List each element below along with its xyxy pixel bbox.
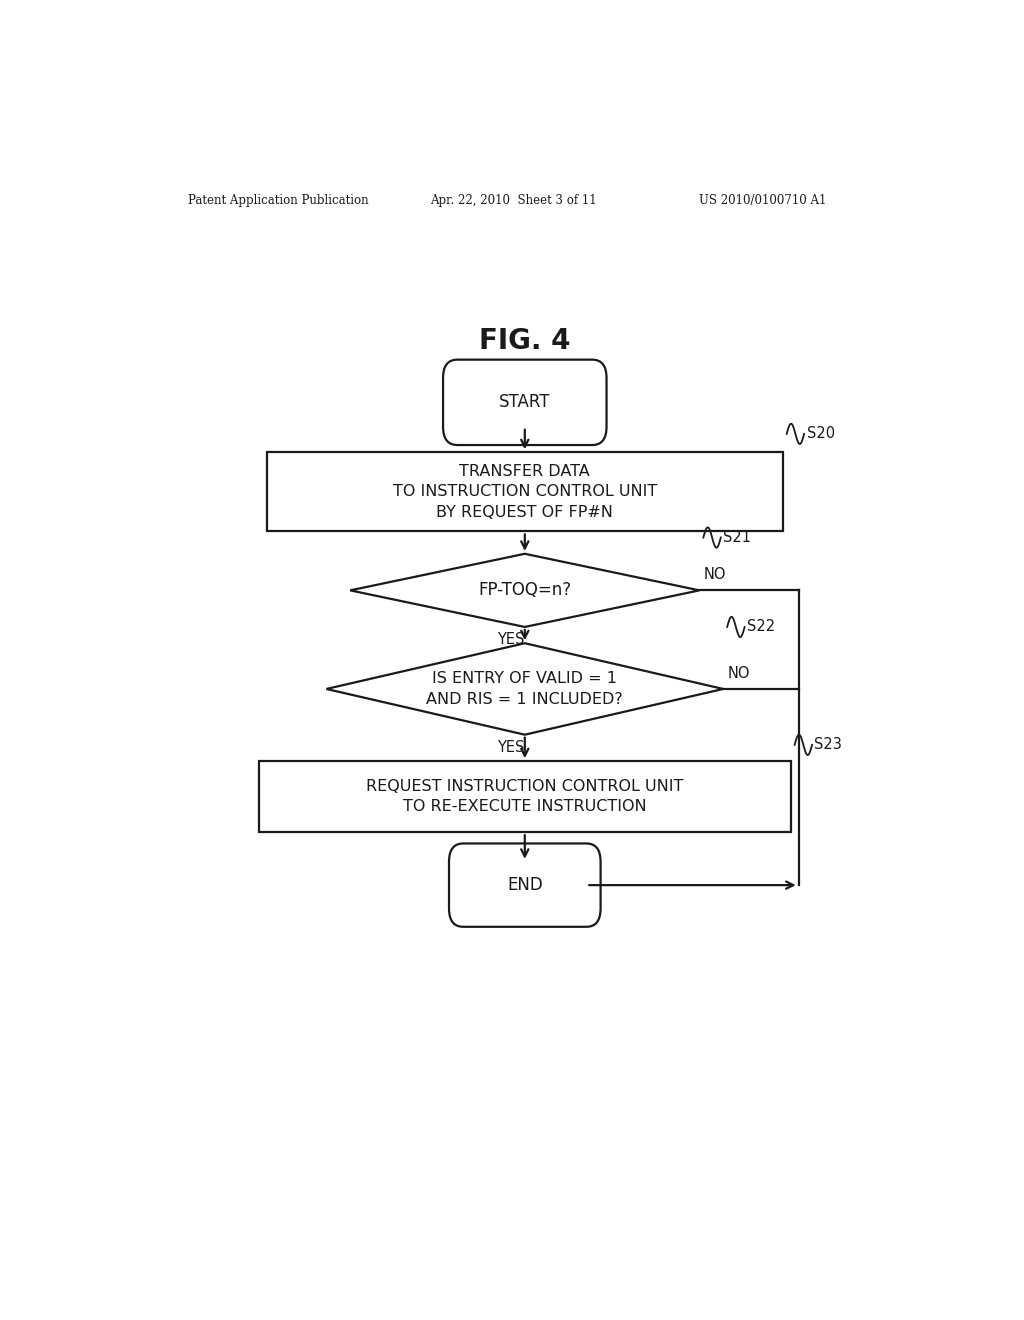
FancyBboxPatch shape bbox=[443, 359, 606, 445]
Text: FIG. 4: FIG. 4 bbox=[479, 327, 570, 355]
Polygon shape bbox=[327, 643, 723, 735]
Text: NO: NO bbox=[703, 568, 726, 582]
Bar bbox=[267, 453, 782, 532]
Bar bbox=[259, 762, 791, 833]
Text: TRANSFER DATA
TO INSTRUCTION CONTROL UNIT
BY REQUEST OF FP#N: TRANSFER DATA TO INSTRUCTION CONTROL UNI… bbox=[392, 463, 657, 520]
Text: US 2010/0100710 A1: US 2010/0100710 A1 bbox=[699, 194, 826, 207]
Text: S23: S23 bbox=[814, 738, 843, 752]
Text: NO: NO bbox=[727, 665, 750, 681]
FancyBboxPatch shape bbox=[449, 843, 601, 927]
Text: FP-TOQ=n?: FP-TOQ=n? bbox=[478, 581, 571, 599]
Text: S21: S21 bbox=[723, 531, 752, 545]
Text: START: START bbox=[499, 393, 551, 412]
Text: IS ENTRY OF VALID = 1
AND RIS = 1 INCLUDED?: IS ENTRY OF VALID = 1 AND RIS = 1 INCLUD… bbox=[426, 672, 624, 706]
Text: REQUEST INSTRUCTION CONTROL UNIT
TO RE-EXECUTE INSTRUCTION: REQUEST INSTRUCTION CONTROL UNIT TO RE-E… bbox=[367, 779, 683, 814]
Text: YES: YES bbox=[497, 739, 524, 755]
Text: Apr. 22, 2010  Sheet 3 of 11: Apr. 22, 2010 Sheet 3 of 11 bbox=[430, 194, 596, 207]
Text: Patent Application Publication: Patent Application Publication bbox=[187, 194, 369, 207]
Text: S20: S20 bbox=[807, 426, 835, 441]
Text: END: END bbox=[507, 876, 543, 894]
Text: YES: YES bbox=[497, 632, 524, 647]
Polygon shape bbox=[350, 554, 699, 627]
Text: S22: S22 bbox=[748, 619, 775, 635]
